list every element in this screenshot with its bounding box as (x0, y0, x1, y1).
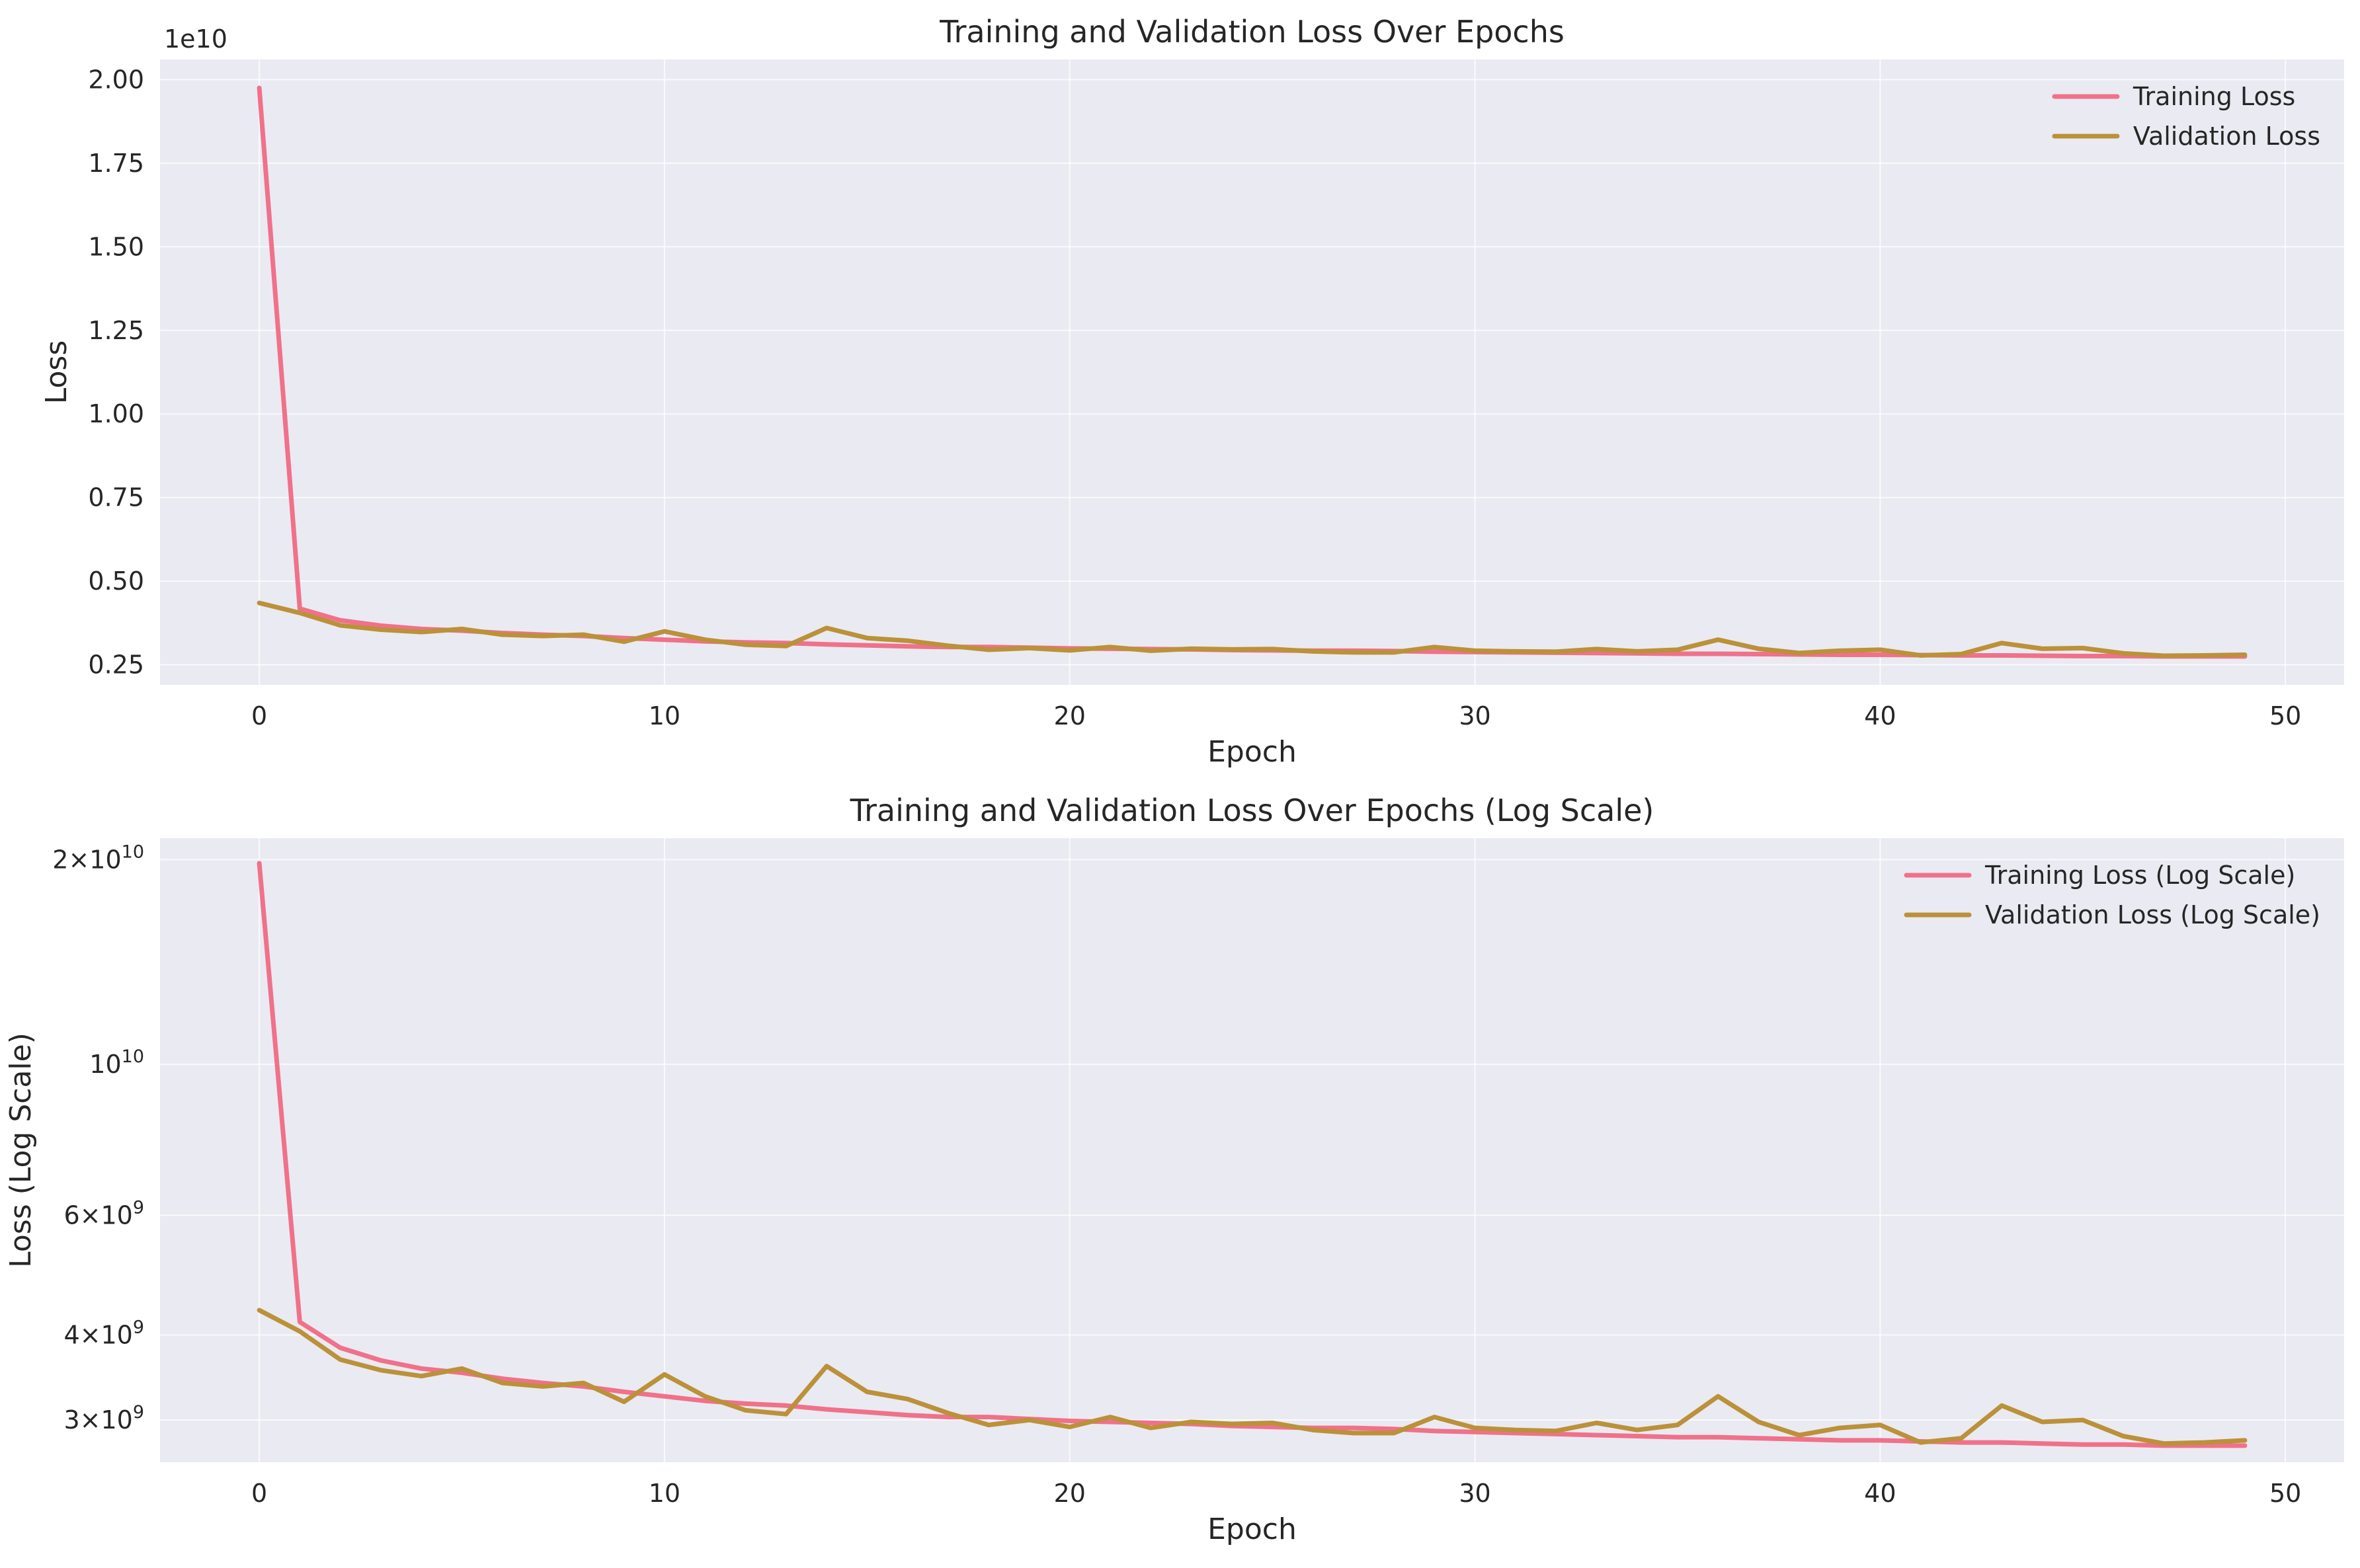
grid (160, 838, 2344, 1462)
grid (160, 59, 2344, 685)
series-line-validation (257, 600, 2248, 658)
y-tick-labels: 0.25 0.50 0.75 1.00 1.25 1.50 1.75 2.00 (88, 65, 144, 679)
series-line-validation (257, 1308, 2248, 1446)
y-tick-label: 6×109 (63, 1197, 144, 1230)
legend-label: Validation Loss (Log Scale) (1985, 900, 2320, 929)
legend-label: Training Loss (Log Scale) (1984, 861, 2295, 890)
plot-area (160, 838, 2344, 1462)
y-tick-mantissa: 4×10 (63, 1321, 132, 1350)
series-lines (257, 85, 2248, 659)
x-tick-label: 0 (251, 701, 267, 730)
y-tick-exponent: 9 (133, 1197, 144, 1218)
y-tick-label: 1.75 (88, 149, 144, 178)
y-tick-label: 0.50 (88, 567, 144, 596)
series-lines (257, 861, 2248, 1448)
x-axis-label: Epoch (1207, 1512, 1297, 1546)
x-tick-label: 30 (1459, 1479, 1490, 1508)
legend: Training Loss (Log Scale) Validation Loss… (1904, 861, 2320, 929)
legend-label: Validation Loss (2133, 122, 2320, 151)
x-tick-labels: 0 10 20 30 40 50 (251, 1479, 2301, 1508)
legend: Training Loss Validation Loss (2052, 82, 2320, 151)
y-tick-label: 1.25 (88, 316, 144, 345)
y-tick-exponent: 10 (122, 842, 144, 862)
y-tick-exponent: 9 (133, 1317, 144, 1338)
x-tick-label: 40 (1864, 1479, 1896, 1508)
log-loss-chart: 0 10 20 30 40 503×1094×1096×10910102×1010Trai… (4, 793, 2344, 1546)
y-tick-label: 0.25 (88, 650, 144, 680)
y-tick-mantissa: 6×10 (63, 1200, 132, 1230)
legend-label: Training Loss (2133, 82, 2295, 111)
y-axis-label: Loss (Log Scale) (4, 1033, 38, 1268)
y-tick-label: 2.00 (88, 65, 144, 94)
y-tick-label: 3×109 (63, 1402, 144, 1434)
y-tick-mantissa: 3×10 (63, 1405, 132, 1434)
y-tick-label: 0.75 (88, 483, 144, 512)
y-tick-mantissa: 10 (89, 1050, 121, 1079)
x-tick-label: 50 (2269, 1479, 2301, 1508)
chart-title: Training and Validation Loss Over Epochs… (850, 793, 1654, 828)
x-tick-label: 10 (649, 701, 680, 730)
x-tick-label: 30 (1459, 701, 1490, 730)
y-tick-mantissa: 2×10 (52, 845, 121, 874)
y-tick-exponent: 10 (122, 1046, 144, 1067)
x-axis-label: Epoch (1207, 735, 1297, 769)
plot-area (160, 59, 2344, 685)
x-tick-label: 20 (1054, 1479, 1086, 1508)
y-tick-label: 4×109 (63, 1317, 144, 1350)
y-tick-label: 2×1010 (52, 842, 144, 874)
chart-title: Training and Validation Loss Over Epochs (939, 14, 1565, 50)
y-offset-text: 1e10 (164, 24, 227, 54)
x-tick-label: 50 (2269, 701, 2301, 730)
y-tick-exponent: 9 (133, 1402, 144, 1423)
x-tick-label: 40 (1864, 701, 1896, 730)
y-tick-label: 1.00 (88, 399, 144, 428)
y-tick-label: 1.50 (88, 232, 144, 261)
x-tick-label: 0 (251, 1479, 267, 1508)
y-axis-label: Loss (40, 340, 73, 405)
y-tick-label: 1010 (89, 1046, 144, 1079)
x-tick-label: 20 (1054, 701, 1086, 730)
x-tick-labels: 0 10 20 30 40 50 (251, 701, 2301, 730)
linear-loss-chart: 0 10 20 30 40 50 0.25 0.50 0.75 1.00 1.25 1.50 1.75 2… (40, 14, 2344, 769)
x-tick-label: 10 (649, 1479, 680, 1508)
